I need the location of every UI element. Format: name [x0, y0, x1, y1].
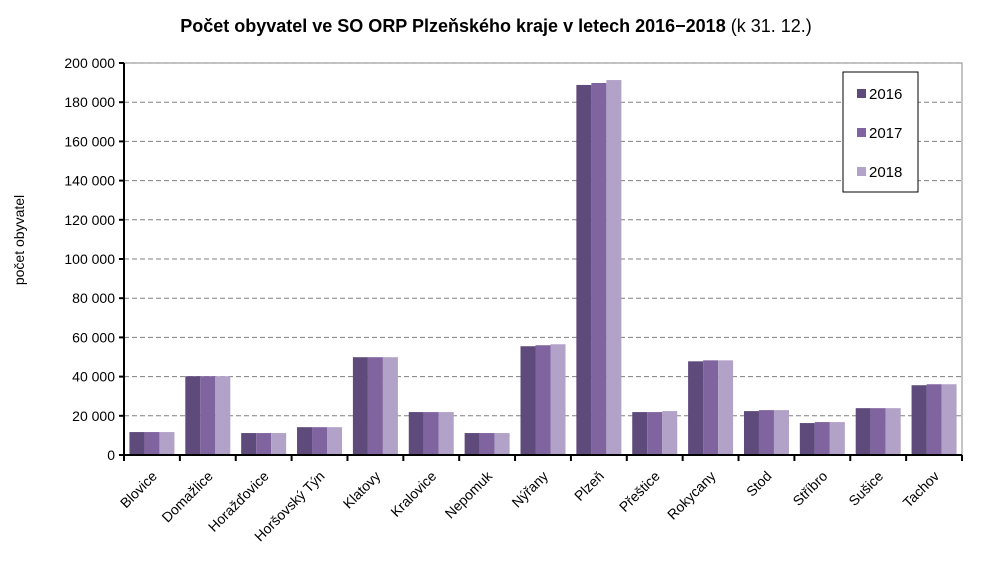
- bar-2018: [662, 411, 678, 455]
- bar-2018: [550, 344, 566, 455]
- chart-title: Počet obyvatel ve SO ORP Plzeňského kraj…: [0, 16, 992, 37]
- bar-2016: [408, 412, 424, 455]
- bar-2017: [703, 360, 719, 455]
- y-tick-label: 120 000: [64, 212, 115, 228]
- bar-2017: [312, 427, 328, 455]
- legend-label-2017: 2017: [869, 125, 902, 142]
- legend-swatch-2018: [857, 167, 866, 176]
- bar-2018: [494, 433, 510, 455]
- chart-subtitle: (k 31. 12.): [730, 16, 812, 36]
- bar-2016: [297, 427, 313, 455]
- bar-2018: [382, 357, 398, 455]
- legend-swatch-2016: [857, 89, 866, 98]
- bar-2016: [743, 411, 759, 455]
- bar-2018: [271, 433, 287, 455]
- bar-2018: [215, 376, 231, 455]
- x-tick-label: Stříbro: [789, 468, 830, 509]
- bar-2016: [911, 385, 927, 455]
- bar-2017: [367, 357, 383, 455]
- x-tick-label: Nýřany: [508, 468, 551, 511]
- bar-2018: [829, 422, 845, 455]
- bar-2018: [885, 408, 901, 455]
- x-tick-label: Kralovice: [387, 468, 439, 520]
- y-tick-label: 180 000: [64, 94, 115, 110]
- x-tick-label: Přeštice: [616, 468, 663, 515]
- bar-2018: [606, 80, 622, 455]
- y-tick-label: 0: [107, 447, 115, 463]
- bar-2017: [926, 384, 942, 455]
- y-tick-label: 60 000: [72, 329, 115, 345]
- bar-2017: [758, 410, 774, 455]
- bar-2017: [647, 412, 663, 455]
- chart-title-main: Počet obyvatel ve SO ORP Plzeňského kraj…: [180, 16, 726, 36]
- bar-2016: [855, 408, 871, 455]
- y-tick-label: 20 000: [72, 408, 115, 424]
- legend-label-2016: 2016: [869, 86, 902, 103]
- bar-2016: [241, 433, 257, 455]
- y-axis-label: počet obyvatel: [11, 195, 27, 285]
- y-tick-label: 160 000: [64, 133, 115, 149]
- bar-2016: [799, 423, 815, 455]
- x-tick-label: Nepomuk: [442, 467, 496, 521]
- bar-2017: [200, 376, 216, 455]
- bar-2017: [256, 433, 272, 455]
- x-tick-label: Blovice: [117, 468, 160, 511]
- bar-2017: [479, 433, 495, 455]
- legend-label-2018: 2018: [869, 164, 902, 181]
- x-tick-label: Klatovy: [340, 468, 384, 512]
- y-tick-label: 40 000: [72, 369, 115, 385]
- bar-2016: [185, 376, 201, 455]
- bar-2017: [423, 412, 439, 455]
- x-tick-label: Tachov: [900, 468, 943, 511]
- bar-2016: [576, 84, 592, 456]
- bar-2018: [941, 384, 957, 455]
- bar-2018: [438, 412, 454, 455]
- bar-2017: [591, 82, 607, 455]
- legend-swatch-2017: [857, 128, 866, 137]
- x-tick-label: Domažlice: [158, 468, 216, 526]
- y-tick-label: 140 000: [64, 173, 115, 189]
- y-tick-label: 100 000: [64, 251, 115, 267]
- bar-2018: [773, 410, 789, 455]
- bar-2016: [129, 432, 145, 455]
- bar-2016: [520, 346, 536, 455]
- bar-2018: [718, 360, 734, 455]
- bar-2018: [327, 427, 343, 455]
- bar-2017: [144, 432, 160, 455]
- x-tick-label: Plzeň: [571, 468, 607, 504]
- bar-2016: [464, 433, 480, 455]
- bar-2018: [159, 432, 175, 455]
- bar-2017: [870, 408, 886, 455]
- bar-2017: [814, 422, 830, 455]
- legend: [842, 71, 919, 193]
- bar-2017: [535, 345, 551, 455]
- x-tick-label: Stod: [743, 468, 775, 500]
- bar-2016: [688, 361, 704, 455]
- bar-2016: [632, 412, 648, 455]
- y-tick-label: 200 000: [64, 55, 115, 71]
- x-tick-label: Sušice: [845, 468, 886, 509]
- y-tick-label: 80 000: [72, 290, 115, 306]
- bar-2016: [352, 357, 368, 455]
- x-tick-label: Rokycany: [664, 468, 719, 523]
